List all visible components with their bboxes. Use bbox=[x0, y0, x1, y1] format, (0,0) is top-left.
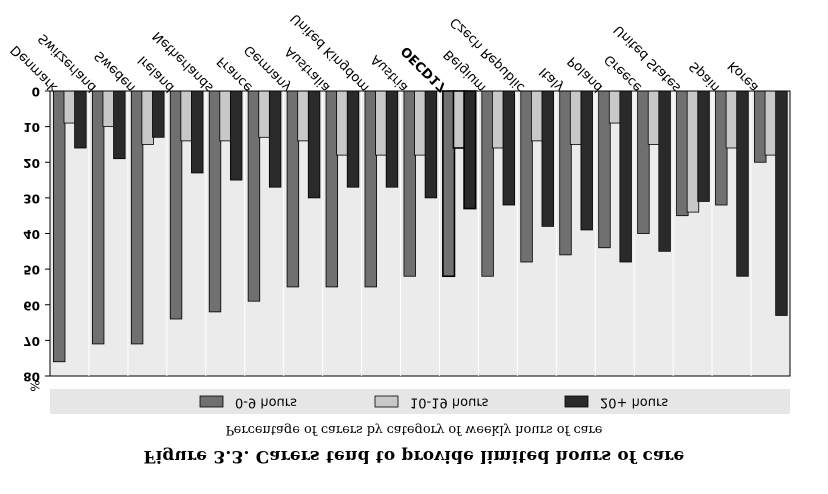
y-tick-label: 0 bbox=[32, 85, 40, 99]
category-label: Italy bbox=[537, 64, 568, 95]
bar bbox=[53, 90, 66, 363]
bar bbox=[247, 90, 261, 302]
bar bbox=[424, 90, 438, 199]
bar bbox=[608, 90, 622, 124]
bar bbox=[102, 90, 115, 128]
y-tick-label: 60 bbox=[23, 298, 40, 312]
legend-label: 0-9 hours bbox=[235, 395, 297, 410]
y-tick-label: 20 bbox=[23, 156, 40, 170]
bar bbox=[268, 90, 282, 188]
bar bbox=[754, 90, 767, 163]
category-label: Sweden bbox=[92, 48, 139, 95]
legend-swatch bbox=[199, 395, 224, 408]
category-label: Poland bbox=[565, 53, 606, 94]
y-axis: 0 10 20 30 40 50 60 70 80% bbox=[23, 85, 50, 392]
bar bbox=[541, 90, 554, 227]
bar bbox=[91, 90, 105, 345]
bar bbox=[346, 90, 360, 188]
category-label: Czech Republic bbox=[448, 14, 529, 95]
bar bbox=[208, 90, 222, 313]
bar bbox=[385, 90, 399, 188]
bar bbox=[63, 90, 77, 124]
bar bbox=[113, 90, 126, 160]
bar bbox=[725, 90, 739, 149]
bar bbox=[191, 90, 204, 174]
legend-label: 10-19 hours bbox=[410, 395, 489, 410]
bar bbox=[775, 90, 788, 316]
bar bbox=[364, 90, 377, 288]
bar bbox=[258, 90, 271, 138]
y-tick-label: 70 bbox=[23, 334, 40, 348]
bar bbox=[559, 90, 572, 256]
bar bbox=[336, 90, 349, 156]
bar bbox=[736, 90, 749, 277]
bar bbox=[658, 90, 671, 252]
bar bbox=[715, 90, 728, 206]
bar bbox=[219, 90, 232, 142]
legend-background bbox=[50, 389, 790, 414]
bar bbox=[676, 90, 689, 217]
bar bbox=[619, 90, 632, 263]
legend: 0-9 hours 10-19 hours 20+ hours bbox=[50, 389, 790, 414]
bar bbox=[375, 90, 388, 156]
bar bbox=[325, 90, 339, 288]
y-tick-label: 50 bbox=[23, 263, 40, 277]
bar bbox=[297, 90, 310, 142]
chart-title: Figure 3.3. Carers tend to provide limit… bbox=[143, 446, 685, 466]
bar bbox=[307, 90, 321, 199]
bar bbox=[697, 90, 710, 202]
bar bbox=[637, 90, 650, 234]
bar bbox=[169, 90, 183, 320]
category-label: Korea bbox=[725, 58, 762, 95]
bar bbox=[520, 90, 533, 263]
bar bbox=[569, 90, 583, 145]
bars bbox=[50, 90, 790, 376]
bar bbox=[580, 90, 593, 231]
bar bbox=[530, 90, 544, 142]
bar bbox=[74, 90, 87, 149]
bar bbox=[414, 90, 427, 156]
legend-swatch bbox=[564, 395, 589, 408]
y-axis-label: % bbox=[28, 380, 42, 391]
bar bbox=[152, 90, 165, 138]
category-label: United States bbox=[611, 22, 684, 95]
category-labels: DenmarkSwitzerlandSwedenIrelandNetherlan… bbox=[8, 10, 762, 95]
y-tick-label: 40 bbox=[23, 227, 40, 241]
bar bbox=[286, 90, 300, 288]
bar bbox=[180, 90, 193, 142]
bar bbox=[686, 90, 700, 213]
bar bbox=[764, 90, 778, 156]
bar bbox=[502, 90, 516, 206]
y-tick-label: 30 bbox=[23, 191, 40, 205]
y-tick-label: 80 bbox=[23, 370, 40, 384]
bar bbox=[598, 90, 611, 249]
y-tick-label: 10 bbox=[23, 120, 40, 134]
bar bbox=[647, 90, 661, 145]
bar bbox=[481, 90, 494, 277]
legend-label: 20+ hours bbox=[600, 395, 668, 410]
bar bbox=[403, 90, 416, 277]
bar bbox=[229, 90, 243, 181]
legend-swatch bbox=[374, 395, 399, 408]
bar bbox=[492, 90, 505, 149]
bar bbox=[141, 90, 154, 145]
category-label: Spain bbox=[687, 58, 723, 94]
bar bbox=[463, 90, 477, 210]
chart-subtitle: Percentage of carers by category of week… bbox=[225, 422, 603, 437]
bar bbox=[130, 90, 144, 345]
